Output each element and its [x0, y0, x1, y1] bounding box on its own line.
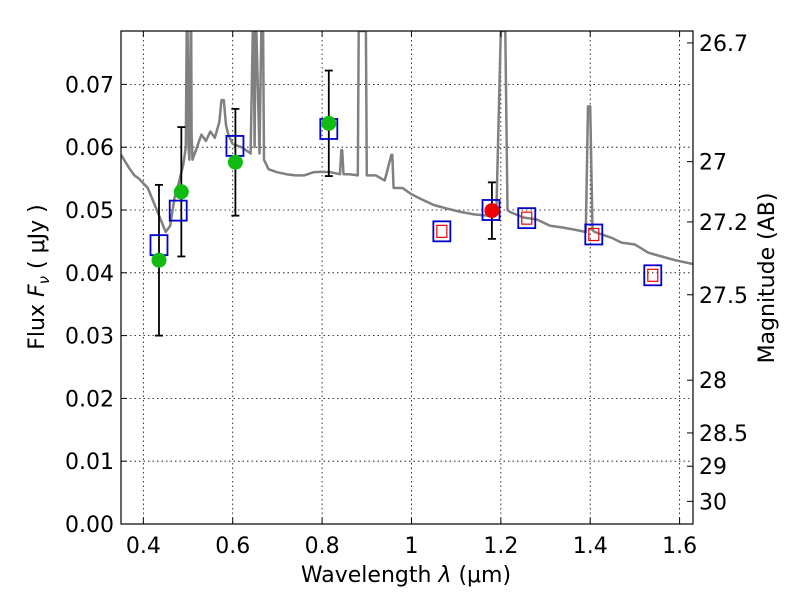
- marker-layer: [149, 115, 663, 287]
- upper-limit-marker: [521, 211, 533, 225]
- y2-axis-ticks: 26.7 27 27.2 27.5 28 28.5 29 30: [687, 32, 748, 515]
- model-photometry-marker: [481, 199, 501, 221]
- y-tick-label: 0.01: [65, 450, 114, 475]
- y-axis-ticks: 0.00 0.01 0.02 0.03 0.04 0.05 0.06 0.07: [65, 73, 127, 538]
- y2-tick-label: 30: [699, 490, 727, 515]
- y-tick-label: 0.02: [65, 387, 114, 412]
- x-tick-label: 1: [404, 534, 418, 559]
- y2-tick-label: 27: [699, 151, 727, 176]
- x-tick-label: 1.2: [483, 534, 518, 559]
- y2-tick-label: 26.7: [699, 32, 748, 57]
- y-tick-label: 0.00: [65, 513, 114, 538]
- y-tick-label: 0.03: [65, 325, 114, 350]
- y-tick-label: 0.05: [65, 199, 114, 224]
- measured-flux-marker: [151, 252, 167, 268]
- x-tick-label: 0.8: [305, 534, 340, 559]
- y-axis-label: Flux Fν ( μJy ): [25, 204, 53, 349]
- measured-flux-marker: [227, 154, 243, 170]
- x-tick-label: 1.6: [662, 534, 697, 559]
- model-photometry-marker: [432, 220, 452, 243]
- y-tick-label: 0.07: [65, 73, 114, 98]
- y-tick-label: 0.06: [65, 136, 114, 161]
- plot-frame: [120, 30, 694, 525]
- x-axis-label: Wavelength λ (μm): [301, 563, 511, 588]
- x-tick-label: 1.4: [573, 534, 608, 559]
- x-tick-label: 0.6: [215, 534, 250, 559]
- measured-flux-marker: [321, 115, 337, 131]
- y2-tick-label: 27.2: [699, 211, 748, 236]
- y2-tick-label: 29: [699, 455, 727, 480]
- plot-area: [121, 31, 693, 524]
- model-photometry-marker: [584, 223, 604, 246]
- upper-limit-marker: [436, 224, 448, 238]
- y2-tick-label: 28.5: [699, 422, 748, 447]
- y2-axis-label: Magnitude (AB): [755, 193, 780, 364]
- upper-limit-marker: [647, 268, 659, 282]
- upper-limit-marker: [588, 227, 600, 242]
- y-tick-label: 0.04: [65, 262, 114, 287]
- y2-tick-label: 27.5: [699, 284, 748, 309]
- model-photometry-marker: [517, 207, 537, 230]
- y2-tick-label: 28: [699, 369, 727, 394]
- grid-lines: [121, 31, 693, 525]
- measured-flux-marker: [484, 203, 500, 219]
- x-tick-label: 0.4: [126, 534, 161, 559]
- model-photometry-marker: [168, 199, 188, 222]
- measured-flux-marker: [173, 184, 189, 200]
- model-photometry-marker: [643, 264, 663, 287]
- x-axis-ticks: 0.4 0.6 0.8 1 1.2 1.4 1.6: [126, 31, 697, 559]
